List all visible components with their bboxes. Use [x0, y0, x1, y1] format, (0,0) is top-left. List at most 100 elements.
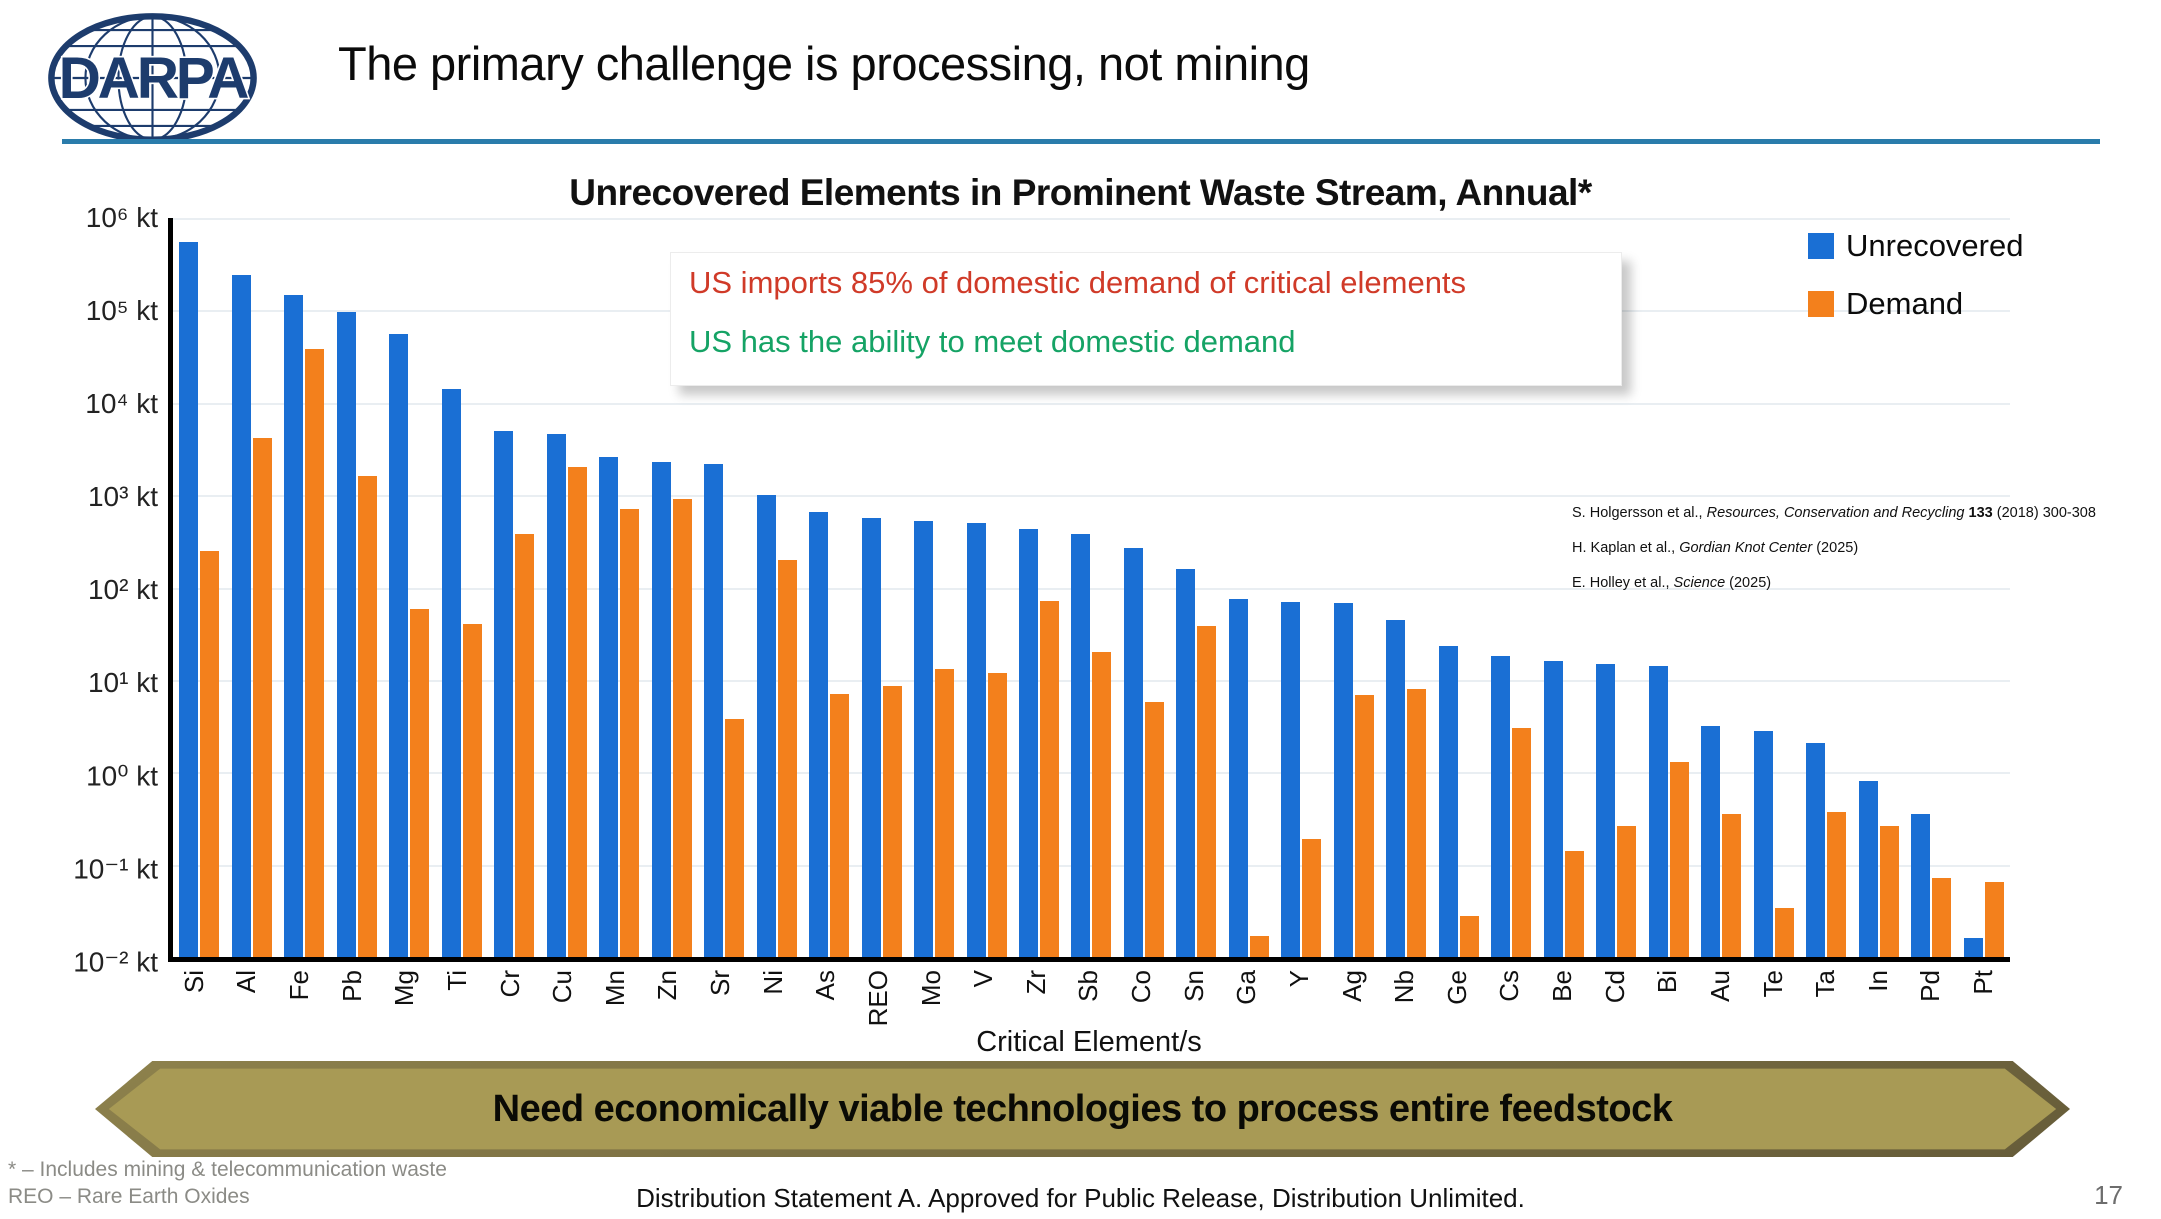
bar-demand-Y	[1302, 838, 1322, 957]
bar-demand-V	[987, 672, 1007, 957]
gridline-10e2	[173, 587, 2010, 590]
bar-unrecovered-Au	[1701, 725, 1721, 957]
bar-demand-Sn	[1197, 626, 1217, 957]
bar-unrecovered-Ni	[756, 495, 776, 957]
legend-item-demand: Demand	[1808, 286, 2023, 322]
bar-group-Ge	[1433, 218, 1485, 957]
callout-box: US imports 85% of domestic demand of cri…	[670, 252, 1622, 386]
bar-group-In	[1853, 218, 1905, 957]
bar-group-Ga	[1223, 218, 1275, 957]
chart-legend: Unrecovered Demand	[1808, 228, 2023, 344]
bar-group-Cs	[1485, 218, 1537, 957]
citation-kaplan: H. Kaplan et al., Gordian Knot Center (2…	[1572, 540, 1859, 556]
bar-unrecovered-V	[966, 522, 986, 957]
bar-group-Be	[1538, 218, 1590, 957]
y-axis-ticks: 10⁶ kt 10⁵ kt 10⁴ kt 10³ kt 10² kt 10¹ kt 10⁰ …	[30, 202, 158, 978]
y-tick-label: 10⁴ kt	[85, 388, 158, 419]
y-tick-label: 10⁰ kt	[86, 760, 158, 792]
slide-title: The primary challenge is processing, not…	[338, 37, 1310, 90]
bar-demand-Pb	[357, 476, 377, 957]
bar-unrecovered-Zn	[651, 461, 671, 957]
bar-unrecovered-Ge	[1438, 646, 1458, 957]
bar-demand-Al	[252, 437, 272, 957]
bar-group-Sb	[1065, 218, 1117, 957]
bar-demand-Cu	[567, 467, 587, 957]
bar-unrecovered-Ag	[1333, 602, 1353, 957]
bar-group-Zr	[1013, 218, 1065, 957]
bar-group-Mn	[593, 218, 645, 957]
footnote-reo: REO – Rare Earth Oxides	[8, 1185, 250, 1208]
y-tick-label: 10⁶ kt	[85, 202, 158, 233]
bar-demand-Cr	[515, 533, 535, 957]
bar-demand-As	[830, 694, 850, 957]
bar-group-Cr	[488, 218, 540, 957]
y-tick-label: 10⁵ kt	[85, 295, 158, 326]
bar-demand-Bi	[1669, 761, 1689, 957]
bar-group-Cu	[540, 218, 592, 957]
page-number: 17	[2094, 1180, 2123, 1210]
bar-unrecovered-Pb	[336, 312, 356, 957]
bar-group-Co	[1118, 218, 1170, 957]
takeaway-banner-face: Need economically viable technologies to…	[108, 1068, 2057, 1150]
bar-unrecovered-Sn	[1176, 568, 1196, 957]
bar-unrecovered-Cd	[1596, 663, 1616, 957]
bar-group-Al	[225, 218, 277, 957]
bar-group-Ag	[1328, 218, 1380, 957]
bar-demand-Mn	[620, 509, 640, 957]
bar-demand-Mg	[410, 609, 430, 957]
bar-unrecovered-Mn	[599, 456, 619, 957]
bar-demand-Zr	[1039, 600, 1059, 957]
bar-demand-Be	[1564, 851, 1584, 957]
bar-demand-Mo	[935, 669, 955, 957]
bar-unrecovered-Nb	[1386, 619, 1406, 957]
bar-unrecovered-REO	[861, 518, 881, 957]
bar-unrecovered-Cs	[1491, 656, 1511, 957]
bar-demand-Sr	[725, 718, 745, 957]
bar-demand-Fe	[305, 349, 325, 957]
bar-group-Nb	[1380, 218, 1432, 957]
bar-demand-Cs	[1512, 728, 1532, 957]
gridline-10e6	[173, 218, 2010, 220]
bar-group-Sn	[1170, 218, 1222, 957]
y-tick-label: 10³ kt	[87, 481, 158, 512]
bar-group-Si	[173, 218, 225, 957]
citation-holley: E. Holley et al., Science (2025)	[1572, 575, 1772, 591]
legend-item-unrecovered: Unrecovered	[1808, 228, 2023, 264]
bar-group-Cd	[1590, 218, 1642, 957]
bar-group-V	[960, 218, 1012, 957]
bar-demand-REO	[882, 686, 902, 957]
bar-demand-Ge	[1459, 915, 1479, 957]
bar-unrecovered-Pd	[1911, 814, 1931, 957]
y-tick-label: 10² kt	[87, 574, 158, 605]
bar-demand-Pd	[1932, 877, 1952, 957]
distribution-statement: Distribution Statement A. Approved for P…	[636, 1183, 1525, 1213]
gridline-10e1	[173, 679, 2010, 682]
takeaway-banner: Need economically viable technologies to…	[95, 1061, 2070, 1157]
bar-group-Te	[1748, 218, 1800, 957]
gridline-10e4	[173, 402, 2010, 405]
bar-unrecovered-Ta	[1806, 742, 1826, 957]
bar-unrecovered-Sr	[704, 463, 724, 957]
bar-demand-Ta	[1827, 812, 1847, 957]
bar-unrecovered-Mg	[389, 334, 409, 957]
chart-title: Unrecovered Elements in Prominent Waste …	[569, 172, 1592, 213]
bar-group-Pd	[1905, 218, 1957, 957]
bar-group-Ta	[1800, 218, 1852, 957]
y-tick-label: 10⁻² kt	[73, 946, 158, 978]
bar-demand-Pt	[1984, 881, 2004, 957]
bar-group-Ni	[750, 218, 802, 957]
bar-group-REO	[855, 218, 907, 957]
bar-unrecovered-Y	[1281, 601, 1301, 957]
bar-unrecovered-Mo	[914, 520, 934, 957]
bar-demand-Au	[1722, 814, 1742, 957]
bar-group-Y	[1275, 218, 1327, 957]
darpa-logo: DARPA	[48, 13, 257, 143]
bar-demand-Ni	[777, 559, 797, 957]
bar-unrecovered-Bi	[1648, 666, 1668, 957]
footnote-asterisk: * – Includes mining & telecommunication …	[8, 1158, 447, 1181]
bar-unrecovered-In	[1858, 781, 1878, 957]
legend-label-unrecovered: Unrecovered	[1846, 228, 2024, 263]
bar-unrecovered-Sb	[1071, 533, 1091, 957]
callout-line-imports: US imports 85% of domestic demand of cri…	[689, 265, 1467, 300]
bar-unrecovered-Ti	[441, 389, 461, 957]
